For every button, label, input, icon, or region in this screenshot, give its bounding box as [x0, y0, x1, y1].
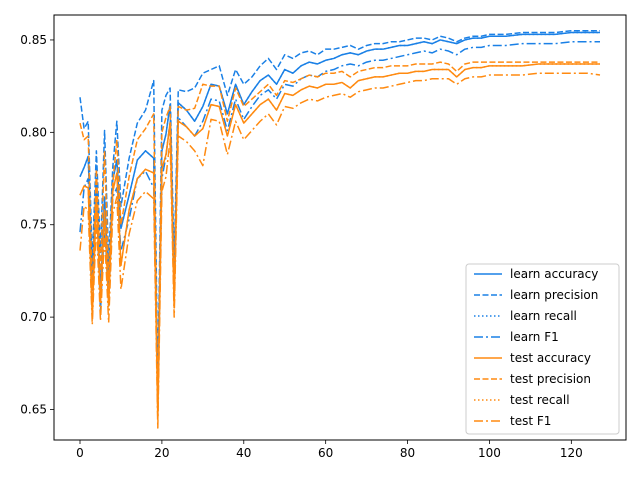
y-tick-label: 0.75 [20, 218, 47, 232]
series-line-learn-precision [79, 29, 600, 383]
legend-label: test precision [510, 372, 591, 386]
legend: learn accuracy learn precision learn recal… [465, 263, 620, 435]
series-line-learn-recall [79, 31, 600, 392]
legend-label: test recall [510, 393, 570, 407]
y-tick-label: 0.80 [20, 125, 47, 139]
legend-box [465, 263, 620, 435]
x-tick-label: 120 [560, 446, 583, 460]
x-tick-label: 0 [76, 446, 84, 460]
legend-label: learn accuracy [510, 267, 598, 281]
series-line-test-accuracy [79, 63, 600, 420]
legend-label: learn F1 [510, 330, 559, 344]
axes-frame [53, 14, 627, 441]
series-line-test-precision [79, 61, 600, 411]
legend-label: learn precision [510, 288, 598, 302]
y-tick-label: 0.70 [20, 310, 47, 324]
series-line-learn-f1 [79, 41, 600, 402]
legend-label: learn recall [510, 309, 577, 323]
legend-label: test F1 [510, 414, 551, 428]
legend-label: test accuracy [510, 351, 591, 365]
y-tick-label: 0.65 [20, 403, 47, 417]
x-tick-label: 20 [154, 446, 169, 460]
x-tick-label: 60 [318, 446, 333, 460]
series-line-test-f1 [79, 72, 601, 429]
y-tick-label: 0.85 [20, 33, 47, 47]
x-tick-label: 100 [478, 446, 501, 460]
x-tick-label: 40 [236, 446, 251, 460]
x-axis-ticks: 0 20 40 60 80 100 120 [76, 440, 583, 460]
y-axis-ticks: 0.65 0.70 0.75 0.80 0.85 [20, 33, 54, 417]
x-tick-label: 80 [400, 446, 415, 460]
plot-lines [79, 29, 601, 429]
